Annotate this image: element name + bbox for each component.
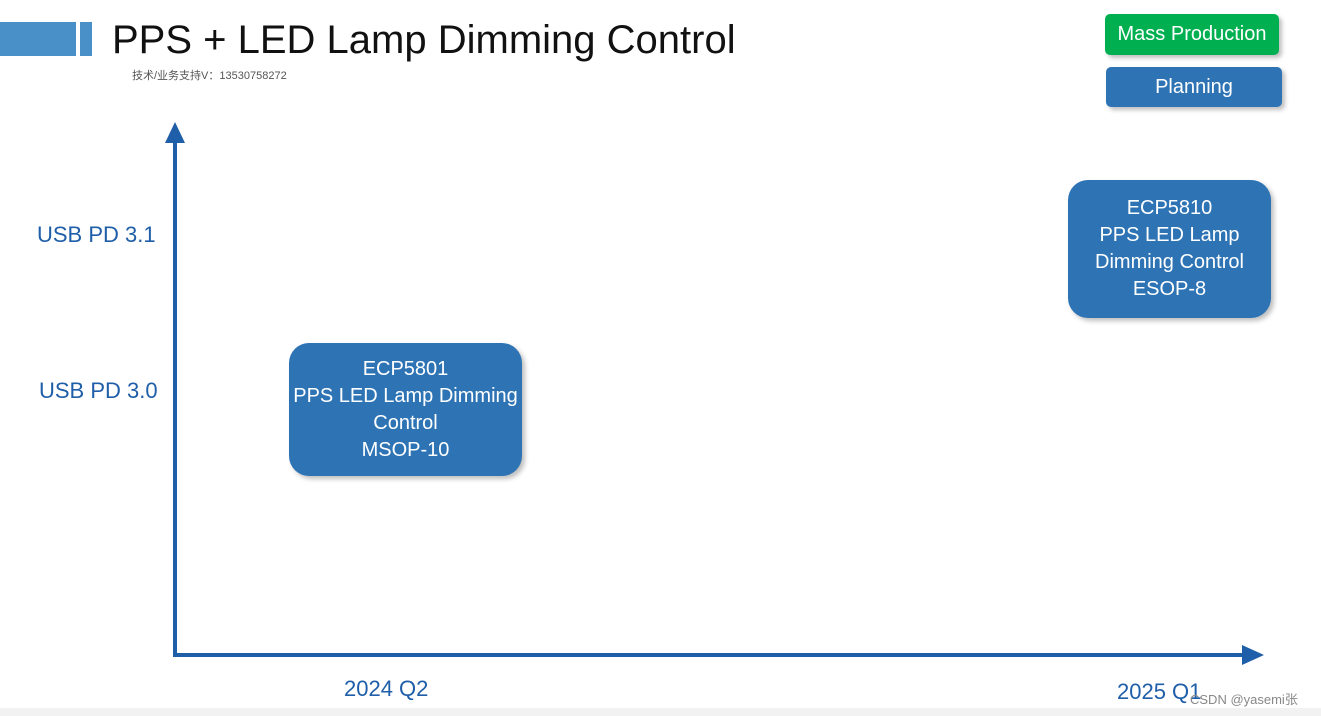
y-axis-arrow <box>165 122 185 143</box>
y-level-label-pd30: USB PD 3.0 <box>39 378 158 403</box>
page-subtitle: 技术/业务支持V：13530758272 <box>132 70 287 82</box>
x-axis-arrow <box>1242 645 1264 665</box>
legend-planning: Planning <box>1106 67 1282 107</box>
product-box-ecp5810: ECP5810 PPS LED Lamp Dimming Control ESO… <box>1068 180 1271 318</box>
product-package: ESOP-8 <box>1132 278 1207 300</box>
watermark: CSDN @yasemi张 <box>1190 692 1298 707</box>
title-accent-bar <box>0 22 76 56</box>
product-part: ECP5801 <box>362 357 449 380</box>
y-level-label-pd31: USB PD 3.1 <box>37 222 156 247</box>
product-desc-line2: Dimming Control <box>1095 251 1244 273</box>
bottom-strip <box>0 708 1321 716</box>
product-box-ecp5801: ECP5801 PPS LED Lamp Dimming Control MSO… <box>289 343 522 476</box>
page-title: PPS + LED Lamp Dimming Control <box>112 18 736 62</box>
x-period-label-2025q1: 2025 Q1 <box>1117 679 1202 704</box>
title-accent-bar-thin <box>80 22 92 56</box>
product-part: ECP5810 <box>1126 197 1213 219</box>
x-period-label-2024q2: 2024 Q2 <box>344 676 429 701</box>
legend-mass-production: Mass Production <box>1105 14 1279 55</box>
product-desc-line1: PPS LED Lamp Dimming <box>293 384 518 407</box>
product-package: MSOP-10 <box>361 438 450 461</box>
product-desc-line1: PPS LED Lamp <box>1099 224 1240 246</box>
product-desc-line2: Control <box>373 411 438 434</box>
